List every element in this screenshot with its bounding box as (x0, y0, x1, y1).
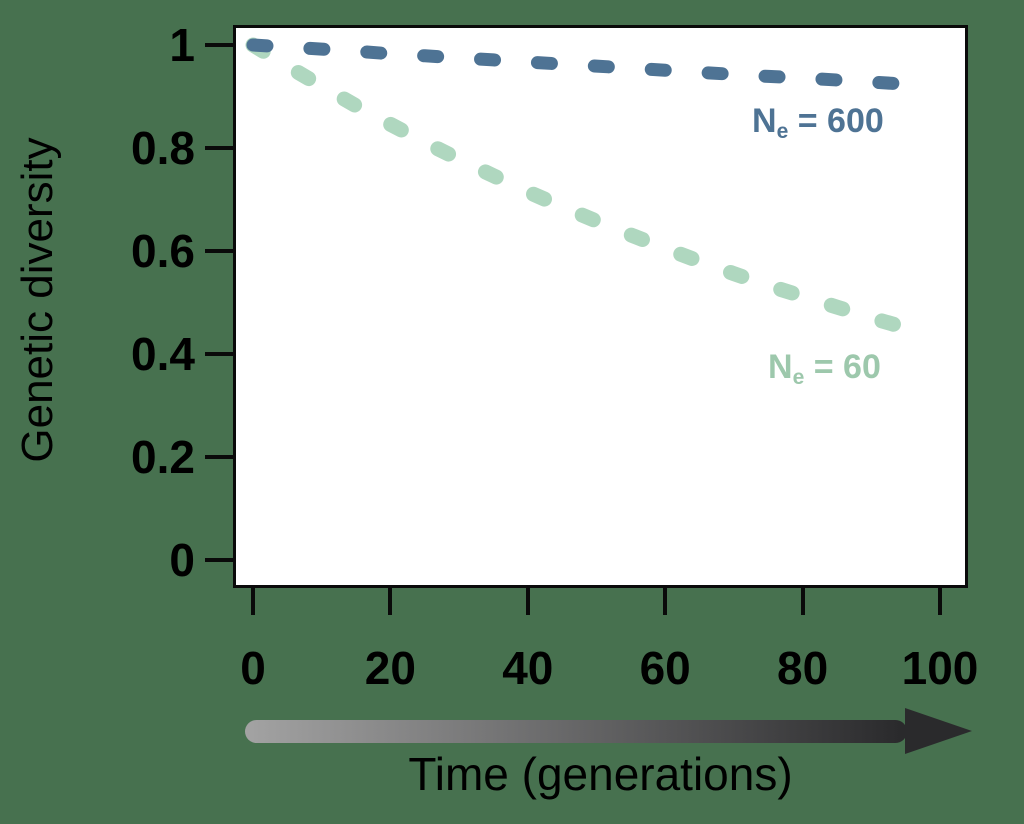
y-tick (205, 146, 233, 150)
y-tick (205, 352, 233, 356)
series-label-ne-600: Ne = 600 (752, 102, 884, 151)
series-label-text: N (768, 348, 793, 386)
y-tick (205, 455, 233, 459)
arrow-head (905, 708, 972, 754)
time-arrow (245, 708, 972, 754)
x-axis-title: Time (generations) (408, 748, 793, 800)
x-tick (525, 588, 530, 615)
x-tick (388, 588, 393, 615)
x-tick-label: 100 (901, 642, 979, 694)
y-tick (205, 43, 233, 47)
x-tick-label: 60 (639, 642, 691, 694)
x-tick (938, 588, 942, 615)
y-tick-label: 1 (169, 19, 195, 71)
series-label-text: N (752, 102, 777, 140)
y-tick-label: 0.2 (131, 431, 195, 483)
y-tick-label: 0.8 (131, 122, 195, 174)
x-tick-label: 80 (777, 642, 829, 694)
y-tick (205, 249, 233, 253)
series-label-subscript: e (776, 119, 789, 143)
series-label-value: = 600 (788, 102, 884, 140)
y-tick-label: 0 (169, 534, 195, 586)
series-label-subscript: e (792, 365, 805, 389)
x-tick (663, 588, 668, 615)
y-tick (205, 558, 233, 562)
x-tick-label: 40 (502, 642, 554, 694)
x-tick (800, 588, 805, 615)
y-axis-title: Genetic diversity (13, 137, 62, 463)
series-label-value: = 60 (804, 348, 881, 386)
x-tick (251, 588, 255, 615)
series-label-ne-60: Ne = 60 (768, 348, 881, 397)
arrow-shaft (245, 720, 907, 743)
x-tick-label: 20 (364, 642, 416, 694)
y-tick-label: 0.6 (131, 225, 195, 277)
x-tick-label: 0 (240, 642, 266, 694)
y-tick-label: 0.4 (131, 328, 195, 380)
